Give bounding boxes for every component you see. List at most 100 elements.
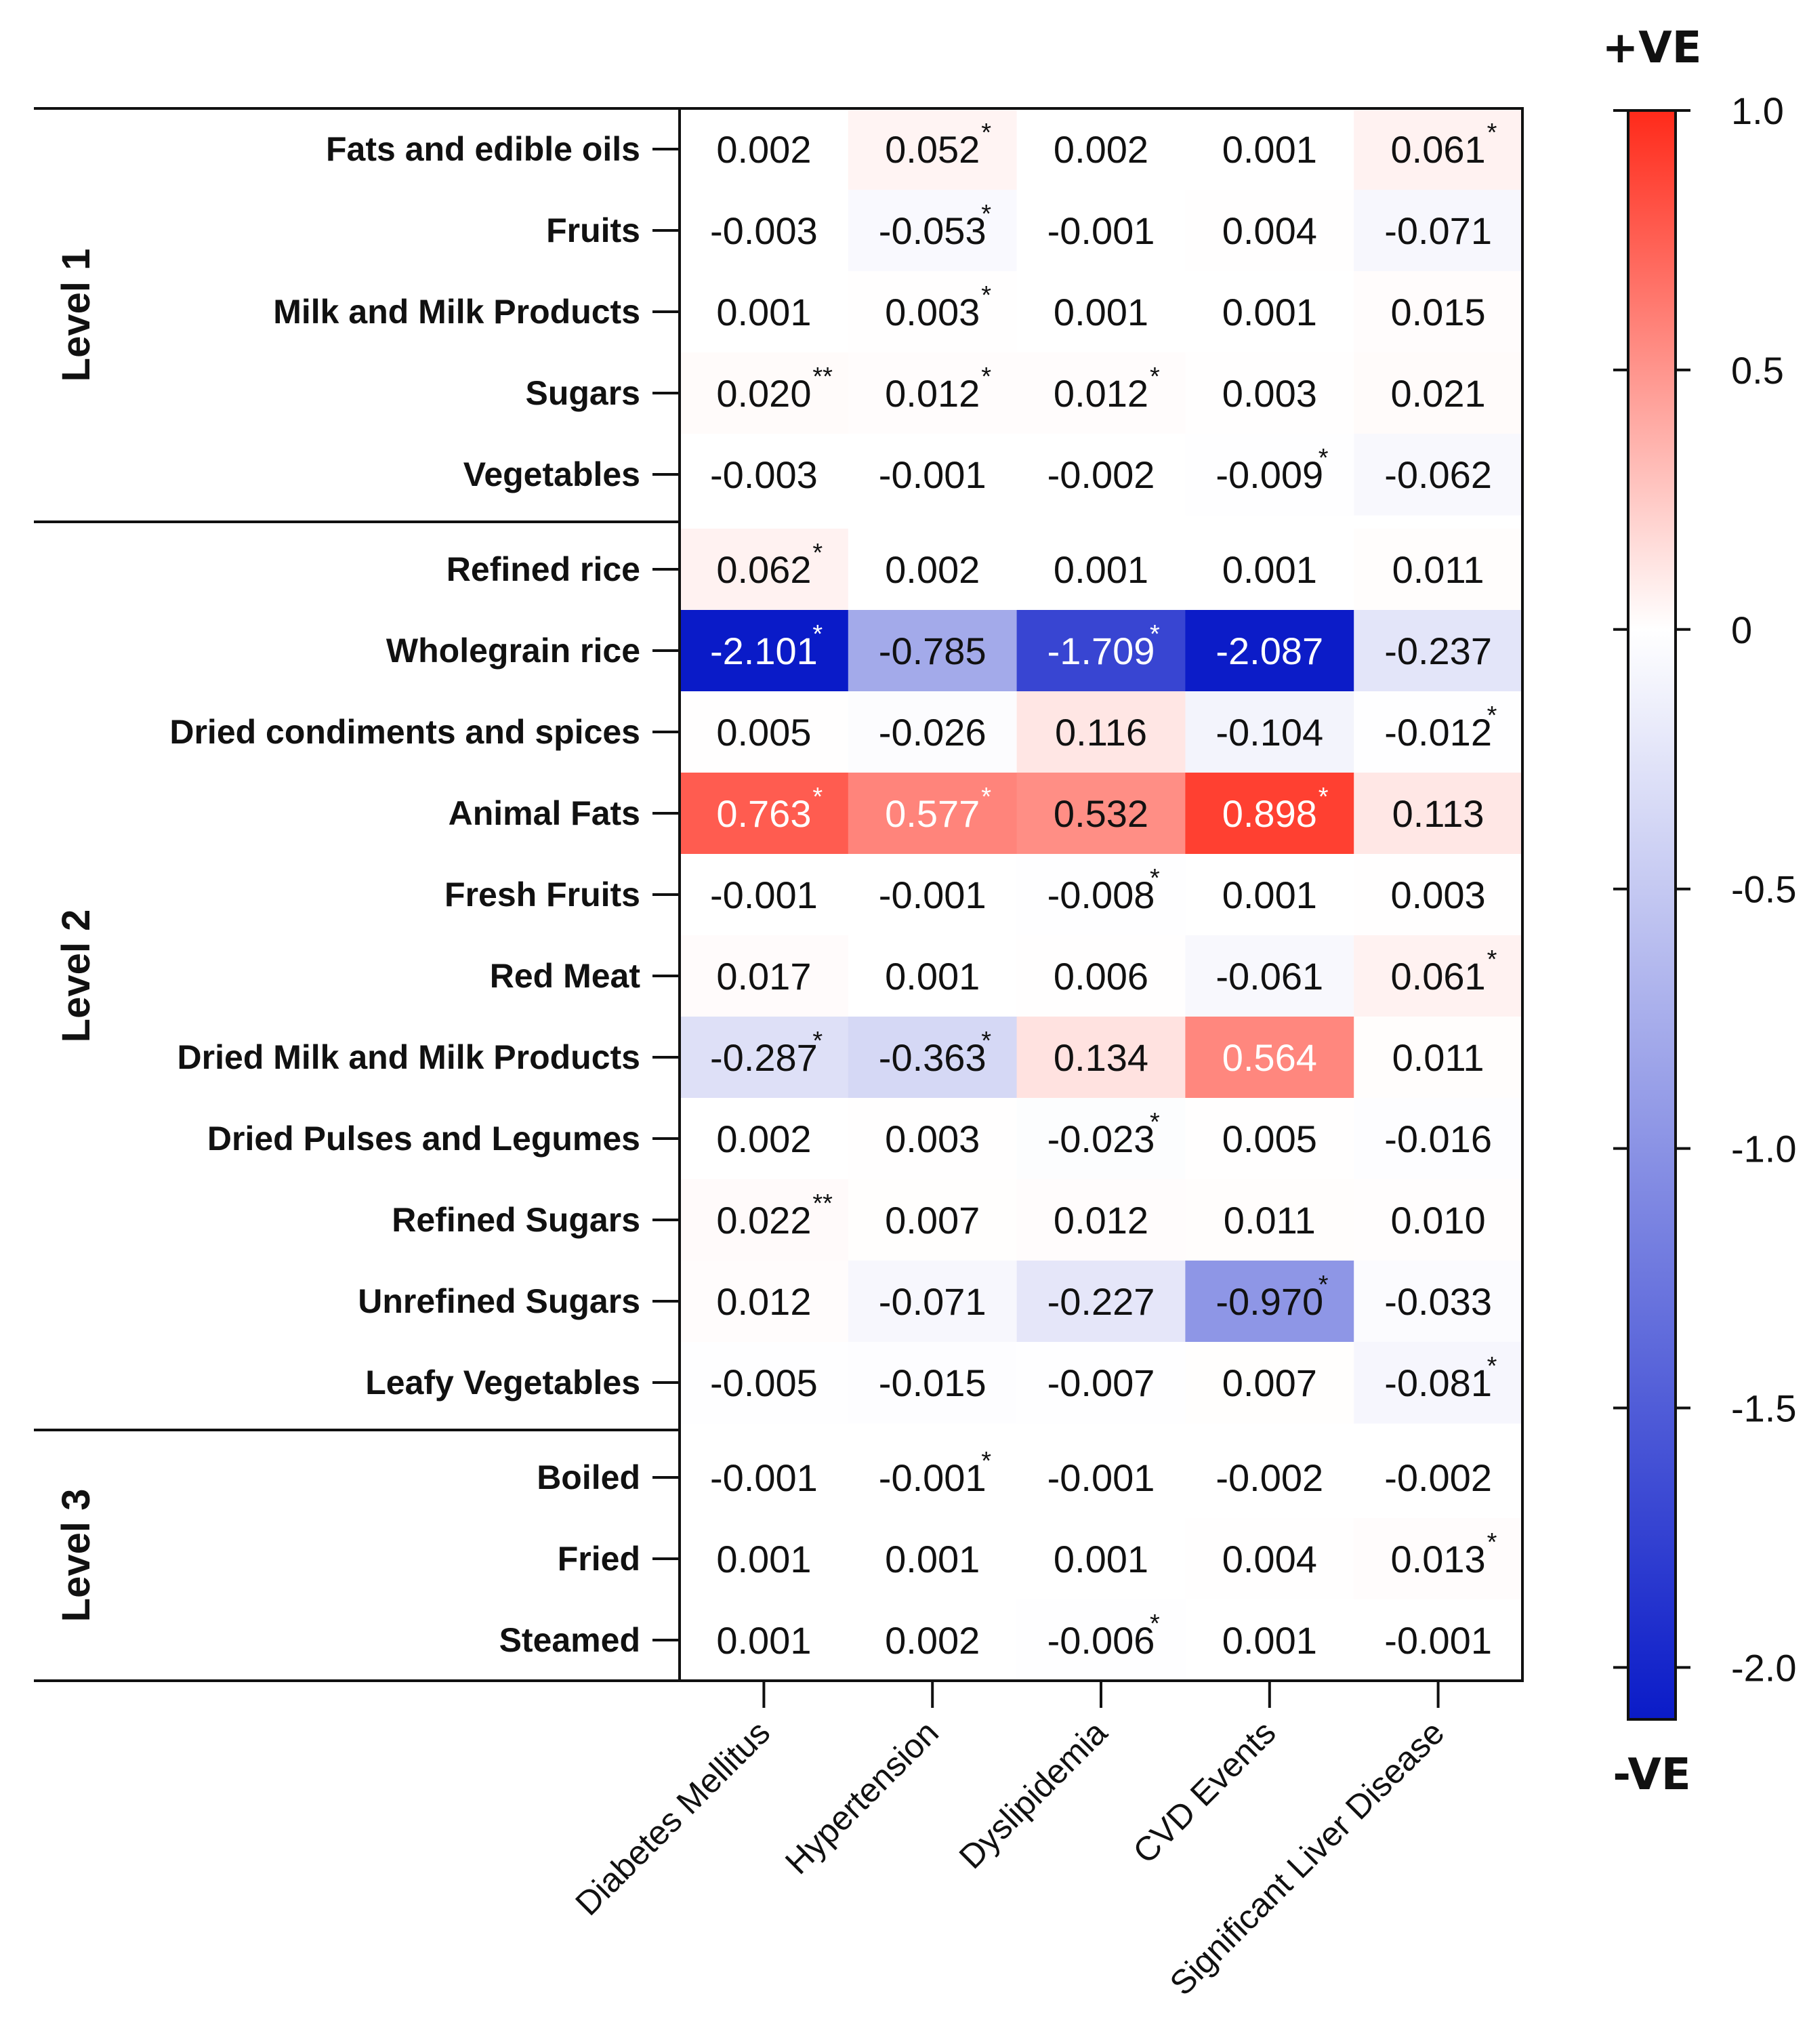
cell-value: 0.052 xyxy=(885,128,980,171)
heatmap-cell xyxy=(1185,1518,1354,1600)
cell-value: 0.021 xyxy=(1391,372,1486,415)
cell-value: -0.007 xyxy=(1047,1362,1155,1404)
cell-value: 0.113 xyxy=(1392,792,1484,835)
cell-value: 0.001 xyxy=(1222,548,1317,591)
cell-value: -0.081 xyxy=(1384,1362,1492,1404)
significance-marker: * xyxy=(981,783,991,811)
heatmap-cell xyxy=(1354,610,1523,692)
heatmap-cell xyxy=(1185,935,1354,1017)
cell-value: -0.062 xyxy=(1384,453,1492,496)
cell-value: -0.023 xyxy=(1047,1118,1155,1160)
heatmap-cell xyxy=(1185,1342,1354,1424)
significance-marker: * xyxy=(1150,1108,1160,1137)
heatmap-cell xyxy=(1354,1437,1523,1519)
heatmap-cell xyxy=(848,1179,1018,1261)
cell-value: -0.008 xyxy=(1047,874,1155,916)
heatmap-cell xyxy=(1016,1098,1186,1180)
cell-value: 0.017 xyxy=(716,955,811,998)
heatmap-cell xyxy=(1354,1098,1523,1180)
row-label: Sugars xyxy=(525,374,640,412)
row-label: Refined rice xyxy=(446,550,640,588)
cell-value: -2.101 xyxy=(710,630,818,672)
cell-value: -0.001 xyxy=(879,453,986,496)
cell-value: -0.015 xyxy=(879,1362,986,1404)
cell-value: -0.002 xyxy=(1384,1456,1492,1499)
heatmap-cell xyxy=(848,854,1018,936)
significance-marker: * xyxy=(981,1027,991,1055)
cell-value: 0.003 xyxy=(1222,372,1317,415)
cell-value: -0.071 xyxy=(1384,209,1492,252)
heatmap-cell xyxy=(680,1599,849,1681)
heatmap-cell xyxy=(1354,1261,1523,1343)
heatmap-cell xyxy=(848,529,1018,611)
significance-marker: ** xyxy=(812,363,833,391)
row-label: Boiled xyxy=(537,1458,640,1496)
cell-value: 0.020 xyxy=(716,372,811,415)
cell-value: 0.004 xyxy=(1222,209,1317,252)
heatmap-cell xyxy=(848,434,1018,516)
heatmap-cell xyxy=(1185,691,1354,773)
heatmap-cell xyxy=(1016,1599,1186,1681)
row-label: Refined Sugars xyxy=(392,1201,640,1239)
cell-value: 0.002 xyxy=(885,1619,980,1662)
cell-value: 0.001 xyxy=(1222,291,1317,333)
heatmap-cell xyxy=(1354,1342,1523,1424)
heatmap-cell xyxy=(680,108,849,190)
row-label: Leafy Vegetables xyxy=(365,1364,640,1402)
heatmap-cell xyxy=(680,1017,849,1099)
row-label: Dried condiments and spices xyxy=(169,713,640,751)
heatmap-cell xyxy=(1185,271,1354,353)
significance-marker: * xyxy=(981,1447,991,1475)
heatmap-cell xyxy=(1016,1261,1186,1343)
cell-value: 0.002 xyxy=(716,1118,811,1160)
heatmap-cell xyxy=(1354,1179,1523,1261)
significance-marker: * xyxy=(1318,783,1329,811)
cell-value: 0.011 xyxy=(1224,1199,1316,1242)
cell-value: -0.785 xyxy=(879,630,986,672)
significance-marker: * xyxy=(1150,620,1160,649)
heatmap-cell xyxy=(1354,1599,1523,1681)
cell-value: 0.564 xyxy=(1222,1036,1317,1079)
positive-label: +VE xyxy=(1602,23,1702,73)
colorbar-tick-label: -0.5 xyxy=(1731,868,1797,911)
significance-marker: * xyxy=(1487,1528,1497,1557)
significance-marker: * xyxy=(1150,363,1160,391)
cell-value: 0.005 xyxy=(716,711,811,754)
cell-value: -0.053 xyxy=(879,209,986,252)
heatmap-cell xyxy=(1016,352,1186,434)
cell-value: 0.134 xyxy=(1054,1036,1148,1079)
heatmap-cell xyxy=(848,271,1018,353)
significance-marker: * xyxy=(1487,945,1497,974)
heatmap-cell xyxy=(1354,352,1523,434)
cell-value: 0.010 xyxy=(1391,1199,1486,1242)
colorbar-tick-label: -1.5 xyxy=(1731,1387,1797,1430)
heatmap-cell xyxy=(1016,108,1186,190)
cell-value: 0.001 xyxy=(716,291,811,333)
cell-value: 0.002 xyxy=(1054,128,1148,171)
heatmap-cell xyxy=(1354,434,1523,516)
heatmap-cell xyxy=(848,352,1018,434)
heatmap-cell xyxy=(1185,434,1354,516)
cell-value: -0.237 xyxy=(1384,630,1492,672)
heatmap-cell xyxy=(680,1342,849,1424)
row-label: Milk and Milk Products xyxy=(273,293,640,331)
significance-marker: * xyxy=(812,620,823,649)
heatmap-cell xyxy=(1016,691,1186,773)
column-labels: Diabetes Mellitus Hypertension Dyslipidemi… xyxy=(568,1681,1451,2003)
heatmap-cell xyxy=(1354,529,1523,611)
row-label: Fats and edible oils xyxy=(326,130,640,168)
significance-marker: ** xyxy=(812,1189,833,1218)
heatmap-cell xyxy=(1016,773,1186,855)
heatmap-cell xyxy=(680,1261,849,1343)
cell-value: -0.002 xyxy=(1216,1456,1323,1499)
cell-value: 0.532 xyxy=(1054,792,1148,835)
heatmap-cell xyxy=(848,773,1018,855)
heatmap-cell xyxy=(1354,108,1523,190)
cell-value: -0.001 xyxy=(1047,1456,1155,1499)
heatmap-cell xyxy=(680,1179,849,1261)
cell-value: -1.709 xyxy=(1047,630,1155,672)
significance-marker: * xyxy=(981,281,991,310)
cell-value: 0.001 xyxy=(1222,1619,1317,1662)
heatmap-cell xyxy=(848,1518,1018,1600)
